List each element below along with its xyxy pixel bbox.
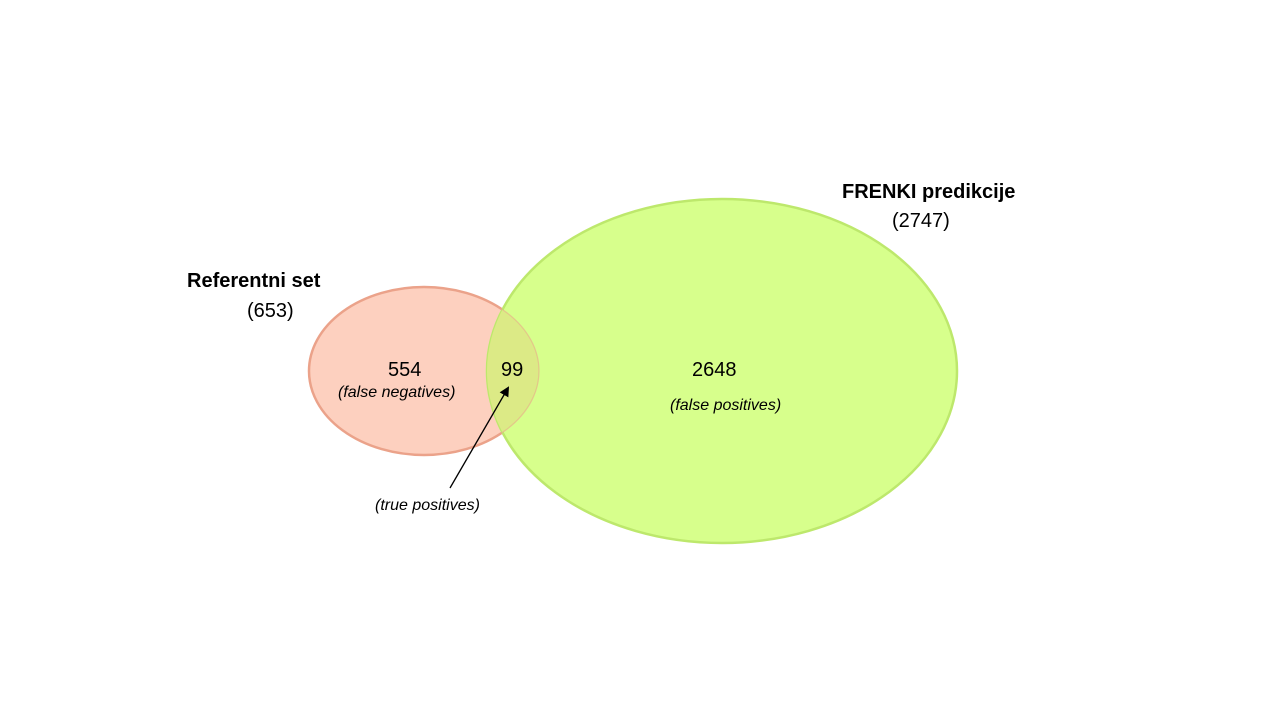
predictions-set-count: (2747) <box>892 210 950 232</box>
reference-set-outline <box>308 286 540 456</box>
reference-set-title: Referentni set <box>187 270 321 292</box>
false-negatives-value: 554 <box>388 359 422 381</box>
false-negatives-note: (false negatives) <box>338 384 456 401</box>
predictions-set-title: FRENKI predikcije <box>842 181 1016 203</box>
false-positives-note: (false positives) <box>670 397 782 414</box>
false-positives-value: 2648 <box>692 359 737 381</box>
true-positives-note: (true positives) <box>375 497 480 514</box>
true-positives-value: 99 <box>501 359 524 381</box>
reference-set-count: (653) <box>247 300 294 322</box>
true-positives-arrow <box>449 386 510 489</box>
